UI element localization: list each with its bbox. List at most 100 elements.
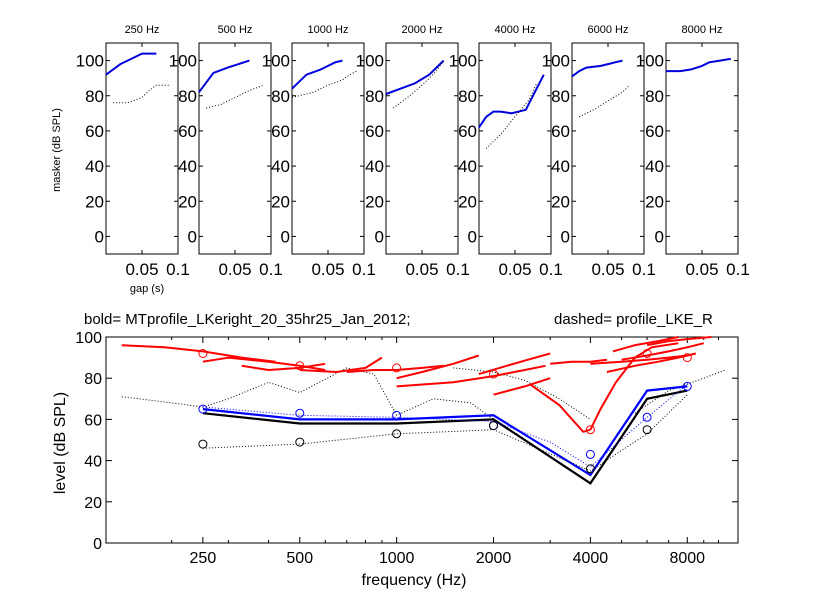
y-tick-label: 100	[76, 52, 104, 71]
bottom-xlabel: frequency (Hz)	[362, 572, 467, 589]
marker-blue-circles	[295, 408, 305, 418]
y-tick-label: 100	[75, 330, 102, 347]
x-tick-label: 0.05	[685, 260, 718, 279]
marker-black-circles	[392, 429, 402, 439]
x-tick-label: 0.05	[498, 260, 531, 279]
y-tick-label: 60	[365, 122, 384, 141]
x-tick-label: 250	[190, 550, 217, 567]
y-tick-label: 20	[551, 192, 570, 211]
y-tick-label: 0	[375, 227, 384, 246]
x-tick-label: 0.05	[218, 260, 251, 279]
red-trace	[346, 364, 444, 373]
marker-red-circles	[585, 425, 595, 435]
panel-title: 1000 Hz	[308, 24, 349, 36]
y-tick-label: 60	[271, 122, 290, 141]
series-blue-dotted	[202, 384, 688, 468]
x-tick-label: 0.1	[632, 260, 656, 279]
y-tick-label: 60	[645, 122, 664, 141]
y-tick-label: 60	[84, 412, 102, 429]
marker-red-circles	[489, 369, 498, 379]
panel-title: 8000 Hz	[682, 24, 723, 36]
y-tick-label: 20	[365, 192, 384, 211]
panel-6000-hz: 6000 Hz 0 20 40 60 80 100 0.05 0.1	[542, 24, 656, 279]
red-trace	[396, 354, 480, 380]
red-trace	[621, 342, 704, 361]
y-tick-label: 60	[458, 122, 477, 141]
y-tick-label: 100	[636, 52, 664, 71]
x-tick-label: 0.05	[311, 260, 344, 279]
red-trace	[612, 336, 679, 353]
panel-title: 500 Hz	[218, 24, 253, 36]
y-tick-label: 0	[188, 227, 197, 246]
y-tick-label: 80	[178, 87, 197, 106]
marker-black-circles	[489, 421, 498, 431]
series-dashed	[206, 84, 264, 109]
y-tick-label: 20	[84, 495, 102, 512]
red-trace	[241, 362, 326, 372]
marker-red-circles	[682, 353, 692, 363]
red-trace	[493, 377, 551, 396]
marker-blue-circles	[198, 404, 208, 414]
y-tick-label: 40	[551, 157, 570, 176]
y-tick-label: 40	[458, 157, 477, 176]
marker-black-circles	[198, 439, 208, 449]
y-tick-label: 80	[365, 87, 384, 106]
marker-red-circles	[198, 349, 208, 358]
marker-blue-circles	[585, 449, 595, 459]
y-tick-label: 20	[645, 192, 664, 211]
y-tick-label: 60	[551, 122, 570, 141]
marker-red-circles	[295, 361, 305, 371]
panel-frame	[198, 42, 272, 255]
x-tick-label: 500	[286, 550, 313, 567]
red-trace	[299, 356, 383, 374]
bottom-title-right: dashed= profile_LKE_R	[554, 311, 713, 328]
x-tick-label: 0.1	[726, 260, 750, 279]
panel-8000-hz: 8000 Hz 0 20 40 60 80 100 0.05 0.1	[636, 24, 750, 279]
red-trace	[121, 344, 276, 363]
panel-250-hz: 250 Hz 0 20 40 60 80 100 0.05 0.1	[76, 24, 190, 279]
series-bold	[571, 59, 623, 78]
panel-500-hz: 500 Hz 0 20 40 60 80 100 0.05 0.1	[169, 24, 283, 279]
red-trace	[646, 336, 712, 347]
panel-2000-hz: 2000 Hz 0 20 40 60 80 100 0.05 0.1	[356, 24, 470, 279]
series-bold	[105, 52, 157, 76]
top-ylabel: masker (dB SPL)	[51, 108, 63, 192]
y-tick-label: 40	[271, 157, 290, 176]
x-tick-label: 8000	[669, 550, 705, 567]
y-tick-label: 0	[95, 227, 104, 246]
x-tick-label: 0.1	[259, 260, 283, 279]
panel-frame	[571, 42, 645, 255]
red-trace	[606, 352, 697, 373]
panel-title: 250 Hz	[125, 24, 160, 36]
panel-frame	[291, 42, 365, 255]
x-tick-label: 0.1	[539, 260, 563, 279]
series-bold	[385, 59, 445, 95]
y-tick-label: 100	[356, 52, 384, 71]
series-bold	[291, 59, 343, 90]
series-bold	[198, 59, 250, 93]
series-dashed	[392, 60, 445, 109]
panel-frame	[105, 42, 179, 255]
marker-blue-circles	[392, 410, 402, 420]
x-tick-label: 0.1	[446, 260, 470, 279]
x-tick-label: 0.05	[125, 260, 158, 279]
panel-title: 4000 Hz	[495, 24, 536, 36]
x-tick-label: 0.1	[352, 260, 376, 279]
y-tick-label: 20	[85, 192, 104, 211]
y-tick-label: 80	[458, 87, 477, 106]
y-tick-label: 0	[281, 227, 290, 246]
y-tick-label: 20	[271, 192, 290, 211]
y-tick-label: 40	[365, 157, 384, 176]
y-tick-label: 80	[271, 87, 290, 106]
panel-frame	[478, 42, 552, 255]
panel-frame	[665, 42, 739, 255]
series-bold	[478, 74, 545, 128]
panel-4000-hz: 4000 Hz 0 20 40 60 80 100 0.05 0.1	[449, 24, 563, 279]
y-tick-label: 0	[655, 227, 664, 246]
series-dashed	[113, 84, 171, 104]
red-trace	[550, 358, 608, 365]
y-tick-label: 0	[561, 227, 570, 246]
panel-title: 2000 Hz	[402, 24, 443, 36]
panel-1000-hz: 1000 Hz 0 20 40 60 80 100 0.05 0.1	[262, 24, 376, 279]
